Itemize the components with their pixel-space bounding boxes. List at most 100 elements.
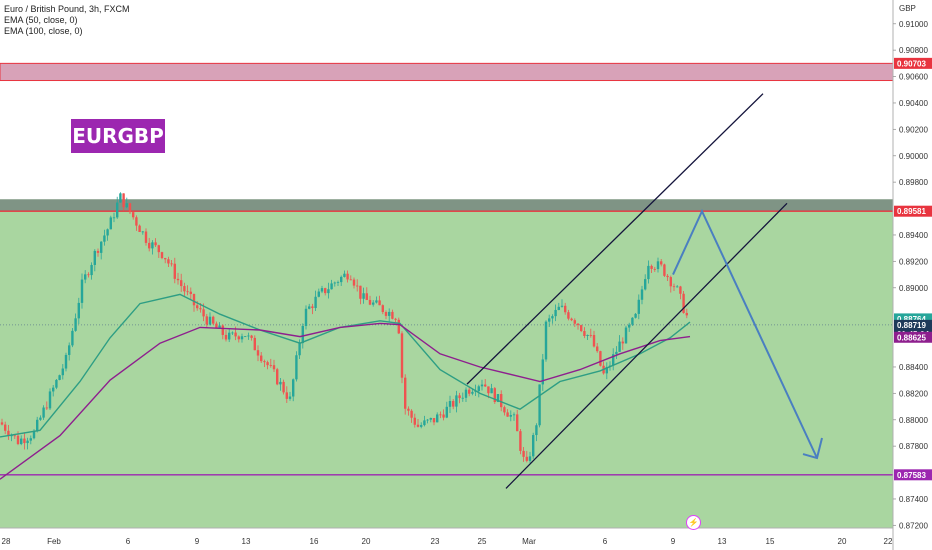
candle-body: [439, 414, 442, 416]
candle-body: [250, 335, 253, 338]
candle-body: [525, 456, 528, 461]
candle-body: [176, 278, 180, 281]
candle-body: [39, 417, 42, 420]
y-tick-label: 0.87200: [899, 521, 928, 530]
candle-body: [503, 407, 506, 413]
legend-ema100: EMA (100, close, 0): [4, 26, 83, 36]
candle-body: [410, 410, 413, 418]
candle-body: [375, 300, 378, 303]
candle-body: [221, 325, 224, 335]
candle-body: [528, 456, 532, 461]
candle-body: [317, 291, 320, 297]
candle-body: [74, 318, 77, 331]
candle-body: [212, 316, 215, 324]
y-tick-label: 0.90600: [899, 73, 928, 82]
candle-body: [352, 279, 356, 286]
candle-body: [228, 332, 231, 340]
candle-body: [464, 389, 468, 398]
candle-body: [333, 282, 336, 284]
candle-body: [548, 318, 551, 322]
lightning-icon[interactable]: ⚡: [686, 515, 701, 530]
candle-body: [141, 231, 144, 233]
candle-body: [541, 359, 544, 385]
candle-body: [426, 419, 429, 421]
x-tick-label: 20: [838, 537, 847, 546]
candle-body: [685, 312, 688, 316]
legend-title: Euro / British Pound, 3h, FXCM: [4, 4, 130, 14]
candle-body: [208, 316, 212, 325]
x-tick-label: 23: [431, 537, 440, 546]
candle-body: [557, 306, 560, 310]
candle-body: [567, 312, 570, 319]
upper-background: [0, 0, 893, 200]
x-tick-label: 22: [884, 537, 893, 546]
candle-body: [343, 273, 346, 277]
candle-body: [32, 430, 36, 439]
candle-body: [288, 396, 292, 399]
candle-body: [637, 299, 640, 314]
y-tick-label: 0.89000: [899, 284, 928, 293]
candle-body: [36, 419, 39, 431]
candle-body: [247, 335, 250, 337]
x-tick-label: 20: [362, 537, 371, 546]
candle-body: [586, 334, 589, 336]
candle-body: [224, 334, 228, 340]
y-tick-label: 0.90000: [899, 152, 928, 161]
y-tick-label: 0.88400: [899, 363, 928, 372]
candle-body: [624, 327, 628, 344]
candle-body: [132, 212, 135, 218]
candle-body: [183, 286, 186, 292]
candle-body: [29, 438, 32, 441]
price-tag-ema100-bg: [894, 331, 932, 343]
x-tick-label: Feb: [47, 537, 61, 546]
candle-body: [538, 384, 541, 426]
candle-body: [119, 193, 122, 203]
candle-body: [458, 395, 461, 399]
candle-body: [471, 391, 474, 394]
candle-body: [660, 261, 663, 265]
candle-body: [500, 394, 503, 408]
x-tick-label: 16: [310, 537, 319, 546]
x-tick-label: 9: [671, 537, 676, 546]
candle-body: [653, 268, 656, 270]
candle-body: [372, 302, 375, 305]
candle-body: [484, 384, 487, 387]
candle-body: [269, 365, 272, 366]
candle-body: [237, 336, 240, 340]
channel-lower-line: [505, 202, 788, 489]
candle-body: [368, 299, 372, 305]
candle-body: [260, 355, 263, 362]
candle-body: [554, 309, 557, 317]
candle-body: [77, 302, 80, 319]
price-tag-last-high: 0.88764: [897, 315, 926, 324]
candle-body: [647, 265, 650, 280]
candle-body: [272, 365, 276, 370]
x-tick-label: Mar: [522, 537, 536, 546]
candle-body: [682, 293, 685, 313]
symbol-label: EURGBP: [71, 119, 165, 153]
candle-body: [61, 368, 64, 376]
candle-body: [253, 337, 256, 351]
candle-body: [592, 335, 596, 347]
candle-body: [618, 341, 621, 352]
candle-body: [340, 276, 343, 283]
y-tick-label: 0.88000: [899, 416, 928, 425]
candle-body: [493, 388, 496, 402]
candle-body: [295, 355, 298, 380]
price-tag-resistance-bg: [894, 205, 932, 217]
candle-body: [423, 420, 426, 426]
ema100-line: [0, 322, 691, 480]
candle-body: [356, 285, 359, 287]
candle-body: [58, 375, 61, 380]
candle-body: [384, 312, 388, 316]
upper-supply-zone: [0, 62, 894, 82]
candle-body: [519, 431, 522, 451]
green-zone: [0, 199, 893, 528]
candle-body: [468, 389, 471, 394]
x-tick-label: 6: [126, 537, 131, 546]
candle-body: [234, 332, 237, 337]
candle-body: [634, 313, 637, 318]
candle-body: [144, 231, 148, 243]
